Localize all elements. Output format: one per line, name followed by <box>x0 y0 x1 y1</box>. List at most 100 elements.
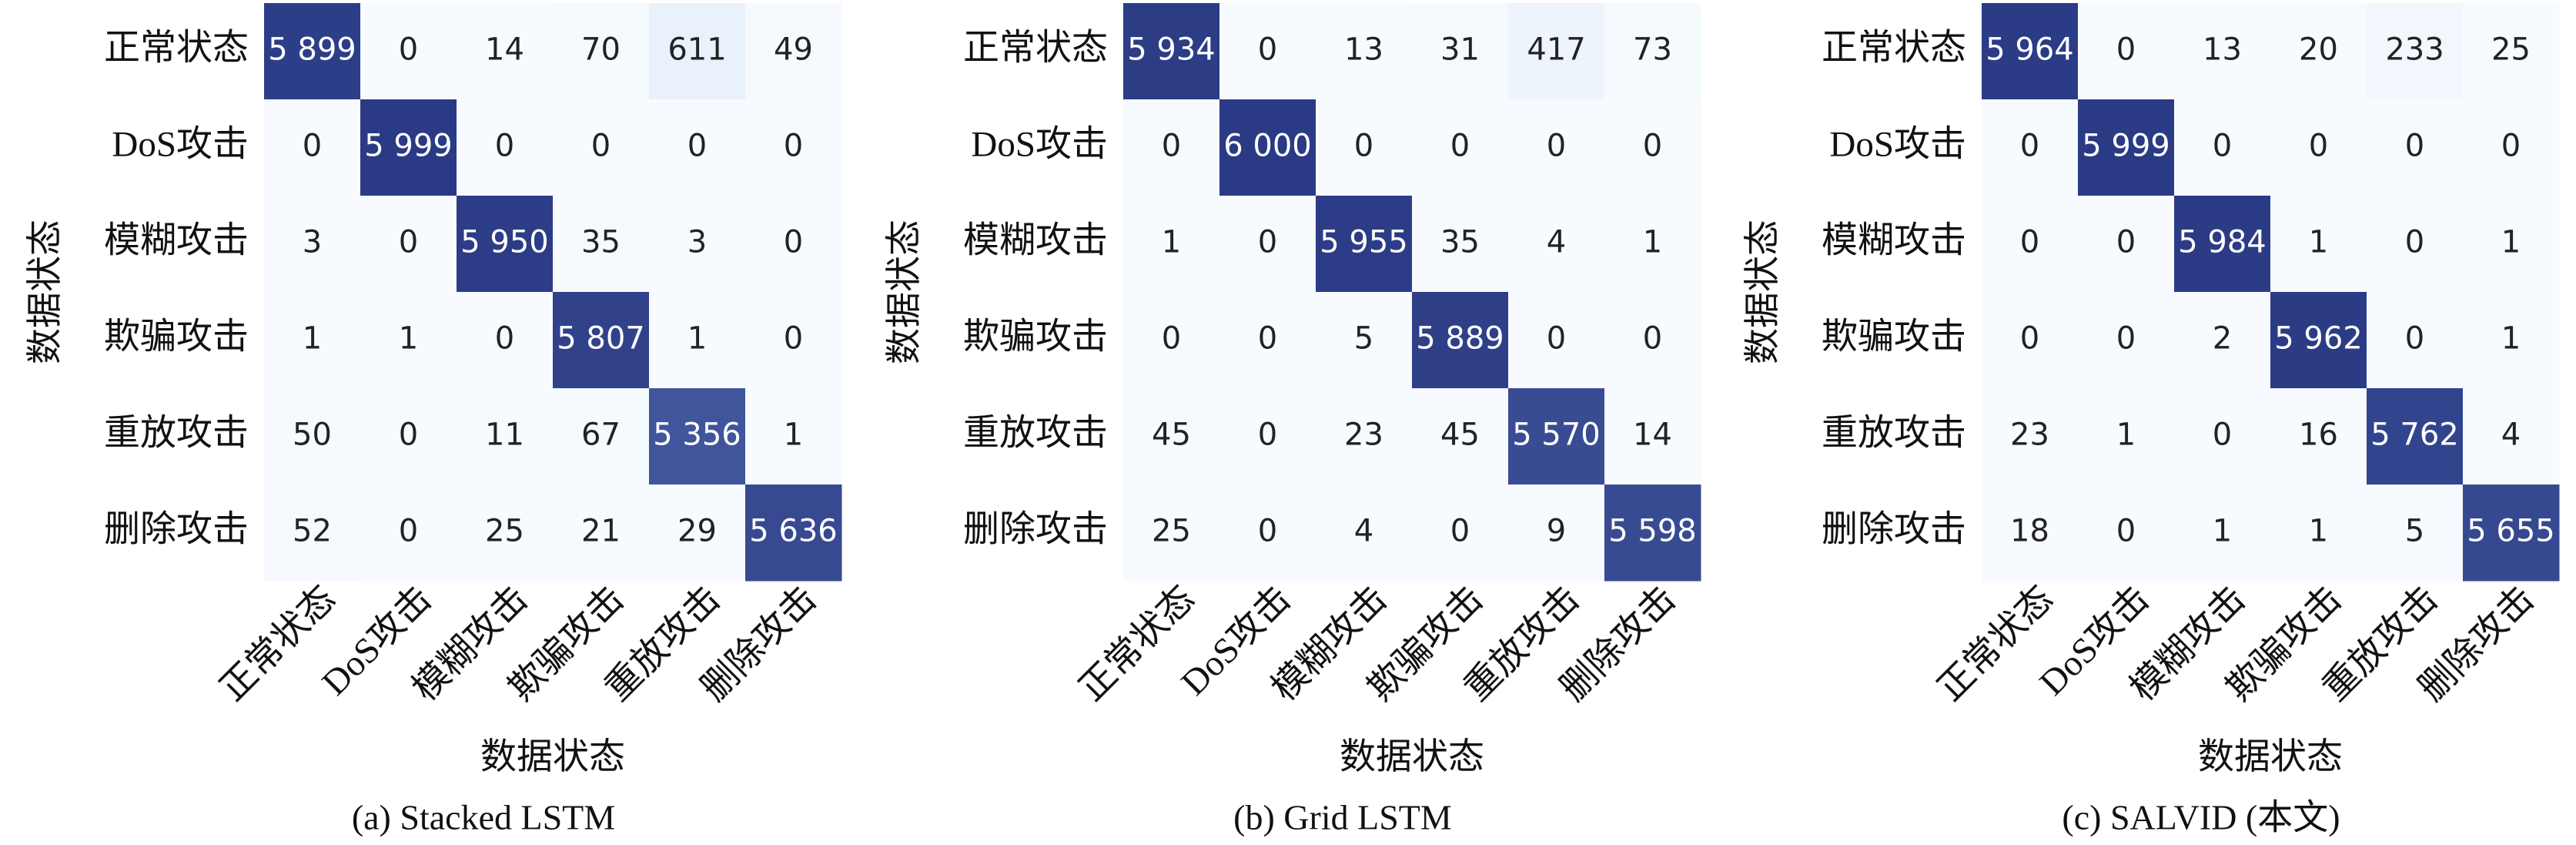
cell-label: 0 <box>2116 225 2136 260</box>
cell <box>2270 388 2367 485</box>
cell-label: 5 655 <box>2467 514 2555 549</box>
y-tick-label: 模糊攻击 <box>963 220 1108 260</box>
cell <box>553 196 650 293</box>
cell-label: 5 899 <box>268 32 356 68</box>
cell-label: 0 <box>1162 129 1181 164</box>
cell <box>2174 196 2271 293</box>
cell-label: 0 <box>1450 514 1470 549</box>
cell-label: 0 <box>2213 417 2232 453</box>
cell-label: 0 <box>1258 514 1277 549</box>
cell <box>553 388 650 485</box>
cell-label: 0 <box>303 129 322 164</box>
cell-label: 1 <box>784 417 803 453</box>
cell <box>1412 388 1509 485</box>
cell <box>264 3 361 100</box>
cell <box>553 99 650 196</box>
cell <box>1316 196 1413 293</box>
y-tick-label: 重放攻击 <box>963 413 1108 453</box>
cell <box>1508 388 1605 485</box>
cell-label: 0 <box>2405 129 2424 164</box>
cell <box>1508 3 1605 100</box>
cell <box>1604 388 1701 485</box>
cell <box>1982 292 2079 389</box>
cell <box>2078 99 2175 196</box>
cell <box>457 3 554 100</box>
cell <box>2078 292 2175 389</box>
x-axis-label: 数据状态 <box>480 737 625 777</box>
cell-label: 67 <box>581 417 621 453</box>
cell-label: 20 <box>2299 32 2338 68</box>
cell <box>1604 3 1701 100</box>
cell <box>2463 196 2560 293</box>
cell <box>360 3 457 100</box>
cell <box>2463 3 2560 100</box>
cell <box>1604 99 1701 196</box>
y-tick-label: 删除攻击 <box>1822 509 1966 549</box>
cell-label: 233 <box>2385 32 2444 68</box>
cell <box>649 3 746 100</box>
cell-label: 25 <box>2491 32 2531 68</box>
cell-label: 5 636 <box>749 514 838 549</box>
cell <box>1982 196 2079 293</box>
cell-label: 611 <box>667 32 726 68</box>
cell-label: 1 <box>2309 514 2328 549</box>
cell-label: 5 889 <box>1416 321 1504 357</box>
cell-label: 25 <box>485 514 524 549</box>
y-tick-label: 模糊攻击 <box>104 220 249 260</box>
cell-label: 9 <box>1547 514 1566 549</box>
cell-label: 5 950 <box>460 225 549 260</box>
cell-label: 13 <box>2203 32 2242 68</box>
panel: 5 899 0 14 70 611 490 5 999 0 0 0 03 0 5 950 35 3 01 1 0 5… <box>25 3 842 837</box>
cell-label: 5 356 <box>653 417 741 453</box>
y-tick-label: DoS攻击 <box>112 124 249 164</box>
cell <box>457 485 554 582</box>
cell-label: 2 <box>2213 321 2232 357</box>
cell <box>2174 292 2271 389</box>
cell <box>1604 196 1701 293</box>
cell-label: 49 <box>774 32 813 68</box>
cell <box>264 99 361 196</box>
cell-label: 31 <box>1440 32 1480 68</box>
cell <box>1219 3 1316 100</box>
cell-label: 0 <box>1643 129 1662 164</box>
cell-label: 5 984 <box>2178 225 2267 260</box>
cell <box>457 388 554 485</box>
cell-label: 5 598 <box>1608 514 1697 549</box>
cell <box>2078 485 2175 582</box>
cell-label: 5 999 <box>364 129 453 164</box>
cell-label: 3 <box>687 225 707 260</box>
cell <box>2463 388 2560 485</box>
y-tick-label: 删除攻击 <box>963 509 1108 549</box>
cell <box>745 292 842 389</box>
x-tick-label: 正常状态 <box>212 578 343 709</box>
cell-label: 1 <box>2116 417 2136 453</box>
cell-label: 0 <box>784 321 803 357</box>
y-tick-label: 欺骗攻击 <box>963 317 1108 357</box>
cell-label: 73 <box>1633 32 1672 68</box>
cell-label: 5 <box>2405 514 2424 549</box>
cell-label: 1 <box>1162 225 1181 260</box>
cell <box>2078 388 2175 485</box>
cell-label: 0 <box>1643 321 1662 357</box>
cell <box>1219 99 1316 196</box>
cell-label: 5 999 <box>2082 129 2170 164</box>
cell <box>2078 196 2175 293</box>
cell-label: 417 <box>1527 32 1585 68</box>
cell <box>2463 292 2560 389</box>
cell-label: 0 <box>1258 32 1277 68</box>
cell-label: 0 <box>2116 514 2136 549</box>
cell <box>2367 99 2464 196</box>
cell <box>553 485 650 582</box>
cell <box>1219 485 1316 582</box>
cell-label: 5 962 <box>2274 321 2363 357</box>
cell <box>2174 388 2271 485</box>
cell-label: 0 <box>2020 321 2039 357</box>
cell-label: 0 <box>784 129 803 164</box>
cell-label: 0 <box>495 321 514 357</box>
cell <box>457 99 554 196</box>
cell <box>2463 99 2560 196</box>
cell <box>1123 196 1220 293</box>
y-tick-label: 欺骗攻击 <box>104 317 249 357</box>
cell-label: 5 964 <box>1986 32 2074 68</box>
cell-label: 35 <box>1440 225 1480 260</box>
